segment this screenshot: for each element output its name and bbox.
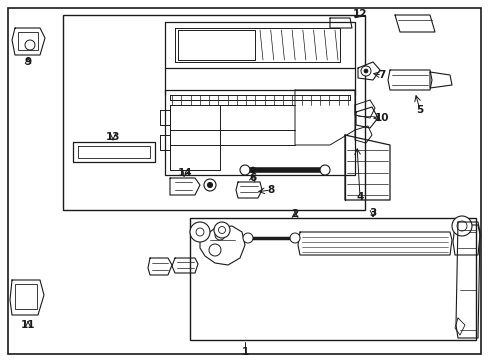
Bar [18,32,38,50]
Text: 10: 10 [374,113,388,123]
Text: 7: 7 [378,70,385,80]
Circle shape [218,226,225,234]
Text: 11: 11 [20,320,35,330]
Text: 13: 13 [105,132,120,142]
Circle shape [207,183,212,188]
Text: 1: 1 [241,347,248,357]
Bar [63,15,364,210]
Circle shape [196,228,203,236]
Circle shape [190,222,209,242]
Circle shape [363,69,367,73]
Circle shape [360,66,370,76]
Circle shape [208,244,221,256]
Circle shape [25,40,35,50]
Circle shape [203,179,216,191]
Text: 9: 9 [24,57,32,67]
Bar [190,218,475,340]
Text: 4: 4 [356,192,363,202]
Text: 8: 8 [267,185,274,195]
Bar [15,284,37,309]
Circle shape [215,230,224,240]
Text: 14: 14 [177,168,192,178]
Circle shape [319,165,329,175]
Text: 3: 3 [368,208,376,218]
Circle shape [456,221,466,231]
Circle shape [289,233,299,243]
Circle shape [214,222,229,238]
Circle shape [243,233,252,243]
Text: 2: 2 [291,209,298,219]
Text: 6: 6 [249,173,256,183]
Text: 12: 12 [352,9,366,19]
Circle shape [451,216,471,236]
Circle shape [240,165,249,175]
Circle shape [249,167,256,173]
Text: 5: 5 [415,105,423,115]
